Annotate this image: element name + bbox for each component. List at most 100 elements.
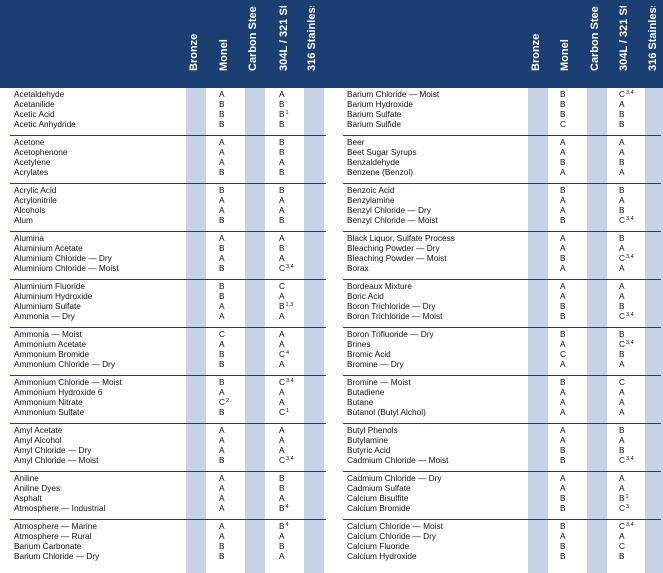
chemical-name: Barium Chloride — Moist [347, 89, 440, 99]
right-shaded-column [645, 88, 663, 573]
rating-cell: B [560, 377, 566, 387]
chemical-name: Alum [14, 215, 33, 225]
chemical-name: Acetylene [14, 157, 51, 167]
rating-cell: A [219, 205, 225, 215]
rating-cell: B [619, 119, 625, 129]
chemical-name: Black Liquor, Sulfate Process [347, 233, 455, 243]
left-header-4: 316 Stainless [305, 6, 323, 84]
rating-cell: A [219, 473, 225, 483]
rating-cell: B [219, 167, 225, 177]
rating-cell: C [560, 119, 566, 129]
rating-cell: B [219, 281, 225, 291]
rating-cell: A [619, 281, 625, 291]
rating-cell: B [279, 119, 285, 129]
chemical-name: Aluminium Sulfate [14, 301, 81, 311]
chemical-name: Butadiene [347, 387, 385, 397]
rating-cell: B [279, 137, 285, 147]
group-separator [343, 327, 661, 328]
rating-cell: A [560, 281, 566, 291]
rating-cell: A [219, 503, 225, 513]
group-separator [343, 375, 661, 376]
rating-cell: C3 [619, 503, 630, 513]
rating-cell: A [560, 339, 566, 349]
rating-cell: C1 [279, 407, 290, 417]
chemical-name: Amyl Acetate [14, 425, 63, 435]
chemical-name: Atmosphere — Rural [14, 531, 92, 541]
chemical-name: Calcium Fluoride [347, 541, 410, 551]
rating-cell: A [219, 195, 225, 205]
rating-cell: A [279, 493, 285, 503]
left-header-label: 304L / 321 Stainless [278, 6, 290, 71]
rating-cell: A [560, 167, 566, 177]
rating-cell: A [560, 397, 566, 407]
rating-cell: A [279, 359, 285, 369]
chemical-name: Acetic Acid [14, 109, 55, 119]
group-separator [343, 135, 661, 136]
rating-cell: A [619, 167, 625, 177]
rating-cell: A [279, 195, 285, 205]
rating-cell: A [560, 243, 566, 253]
chemical-name: Beet Sugar Syrups [347, 147, 417, 157]
rating-cell: A [560, 263, 566, 273]
rating-cell: C3,4 [619, 253, 634, 263]
rating-cell: B [619, 445, 625, 455]
rating-cell: B [560, 185, 566, 195]
rating-cell: B [560, 551, 566, 561]
rating-cell: A [619, 291, 625, 301]
chemical-name: Butanol (Butyl Alchol) [347, 407, 426, 417]
group-separator [343, 231, 661, 232]
rating-cell: C3,4 [279, 377, 294, 387]
rating-cell: B [279, 215, 285, 225]
rating-cell: A [219, 531, 225, 541]
chemical-name: Aniline [14, 473, 39, 483]
rating-cell: B [279, 541, 285, 551]
chemical-name: Ammonium Chloride — Moist [14, 377, 122, 387]
rating-cell: B [560, 301, 566, 311]
rating-cell: A [279, 435, 285, 445]
chemical-name: Cadmium Chloride — Moist [347, 455, 449, 465]
group-separator [10, 471, 326, 472]
rating-cell: A [279, 89, 285, 99]
right-shaded-column [587, 88, 607, 573]
group-separator [10, 375, 326, 376]
chemical-name: Ammonium Bromide [14, 349, 90, 359]
rating-cell: C [619, 541, 625, 551]
rating-cell: B [560, 253, 566, 263]
left-header-3: 304L / 321 Stainless [277, 6, 295, 84]
chemical-name: Barium Carbonate [14, 541, 82, 551]
rating-cell: A [560, 483, 566, 493]
rating-cell: B1,3 [279, 301, 294, 311]
rating-cell: A [279, 329, 285, 339]
chemical-name: Benzaldehyde [347, 157, 400, 167]
rating-cell: A [279, 311, 285, 321]
rating-cell: A [279, 445, 285, 455]
chemical-name: Asphalt [14, 493, 42, 503]
chemical-name: Acetophenone [14, 147, 68, 157]
rating-cell: A [619, 147, 625, 157]
chemical-name: Butylamine [347, 435, 389, 445]
chemical-name: Benzene (Benzol) [347, 167, 413, 177]
group-separator [343, 423, 661, 424]
right-header-label: Monel [559, 39, 571, 71]
chemical-name: Aluminium Acetate [14, 243, 83, 253]
chemical-name: Bleaching Powder — Dry [347, 243, 440, 253]
chemical-name: Calcium Hydroxide [347, 551, 417, 561]
right-header-4: 316 Stainless [646, 6, 663, 84]
rating-cell: C3,4 [279, 455, 294, 465]
rating-cell: C [219, 329, 225, 339]
chemical-name: Alumina [14, 233, 44, 243]
left-header-label: Bronze [188, 33, 200, 71]
rating-cell: B [219, 359, 225, 369]
group-separator [343, 519, 661, 520]
right-header-3: 304L / 321 Stainless [617, 6, 635, 84]
chemical-name: Ammonium Hydroxide 6 [14, 387, 103, 397]
left-shaded-column [304, 88, 324, 573]
chemical-name: Bleaching Powder — Moist [347, 253, 447, 263]
rating-cell: B [619, 329, 625, 339]
group-separator [10, 279, 326, 280]
rating-cell: B [619, 205, 625, 215]
left-header-0: Bronze [187, 6, 205, 84]
rating-cell: B [219, 551, 225, 561]
rating-cell: A [619, 483, 625, 493]
rating-cell: B [560, 311, 566, 321]
